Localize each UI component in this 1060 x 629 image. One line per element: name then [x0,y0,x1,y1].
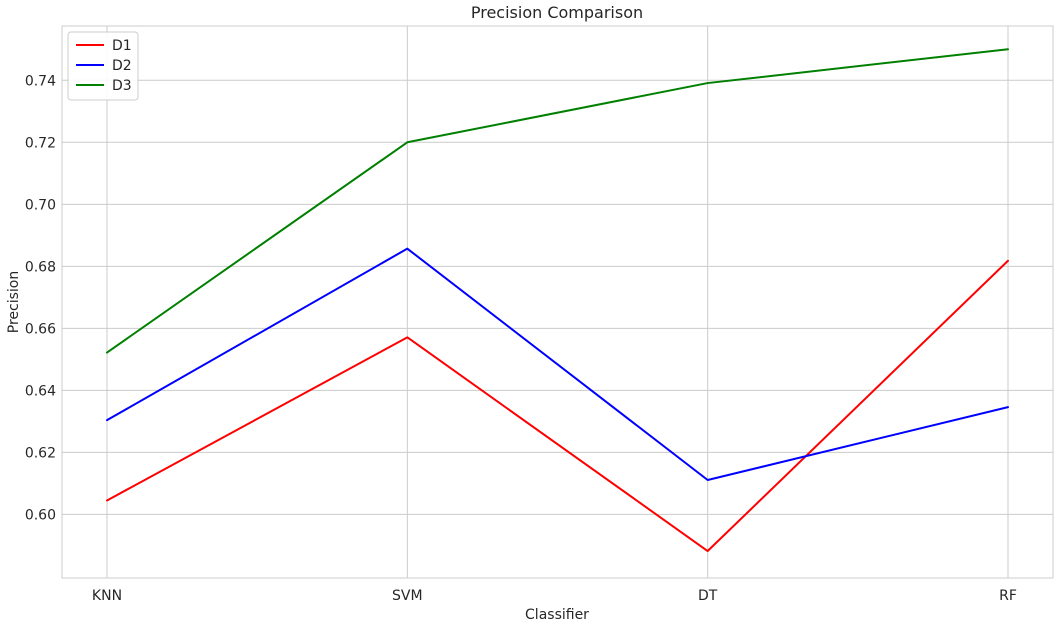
legend-label-d2: D2 [112,58,132,74]
chart-title: Precision Comparison [471,3,643,22]
y-axis-label: Precision [6,271,22,333]
y-tick-label: 0.62 [25,445,56,461]
series-line-d3 [106,48,1009,354]
series-line-d1 [106,259,1009,553]
y-tick-labels: 0.60 0.62 0.64 0.66 0.68 0.70 0.72 0.74 [25,73,56,523]
x-tick-labels: KNN SVM DT RF [92,588,1017,604]
y-tick-label: 0.66 [25,321,56,337]
plot-area [62,26,1053,578]
x-axis-label: Classifier [525,607,589,623]
y-tick-label: 0.68 [25,259,56,275]
legend-label-d1: D1 [112,38,132,54]
plot-frame [61,25,1054,579]
y-tick-label: 0.72 [25,135,56,151]
series-line-d2 [106,247,1009,482]
y-tick-label: 0.60 [25,507,56,523]
series-lines [106,48,1009,553]
y-tick-label: 0.64 [25,383,56,399]
grid-lines [62,26,1053,578]
legend-label-d3: D3 [112,78,132,94]
legend: D1 D2 D3 [67,31,139,101]
x-tick-label-rf: RF [999,588,1017,604]
x-tick-label-svm: SVM [392,588,423,604]
x-tick-label-knn: KNN [92,588,122,604]
x-tick-label-dt: DT [698,588,718,604]
y-tick-label: 0.74 [25,73,56,89]
y-tick-label: 0.70 [25,197,56,213]
